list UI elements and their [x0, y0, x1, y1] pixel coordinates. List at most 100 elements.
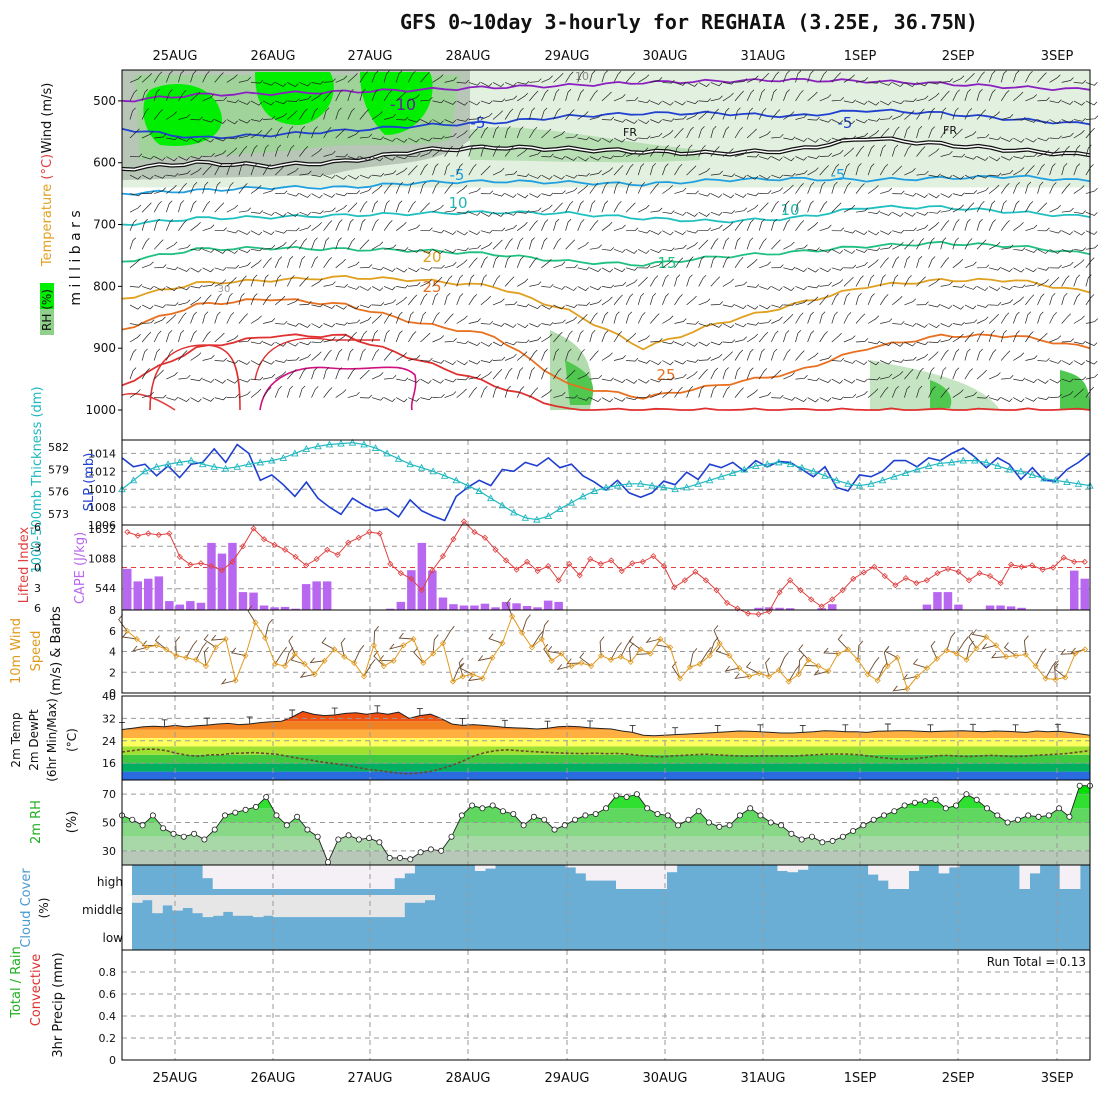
wind-barb [1012, 200, 1020, 213]
wind-barb [662, 293, 669, 306]
wind-barb [1073, 315, 1085, 324]
wind-barb [565, 348, 572, 361]
wind-barb [529, 127, 538, 139]
wind-barb [202, 165, 212, 176]
wind-barb [468, 274, 475, 287]
wind-barb [1085, 100, 1098, 106]
wind-barb [759, 131, 771, 139]
wind-barb [843, 264, 857, 269]
wind-barb [347, 174, 360, 180]
wind-barb [456, 163, 463, 176]
wind-barb [262, 100, 275, 106]
wind-barb [1049, 276, 1060, 287]
cloud-high-cell [353, 865, 365, 889]
wind-barb [456, 376, 469, 381]
wind-barb [1025, 165, 1035, 176]
wind-barb [226, 276, 237, 287]
cape-bar [217, 553, 227, 610]
cape-bar [407, 570, 416, 610]
wind-barb [505, 301, 518, 306]
wind-barb [879, 274, 886, 287]
isotherm-line [121, 392, 176, 411]
wind-barb [214, 293, 222, 306]
wind-barb [1013, 284, 1026, 289]
thickness-marker [913, 465, 921, 473]
wind-barb [601, 330, 609, 343]
wind-speed-marker [983, 633, 990, 641]
wind-barb [819, 152, 832, 157]
li-marker [460, 518, 468, 525]
wind-barb [989, 266, 1002, 271]
cloud-high-cell [878, 865, 889, 881]
wind-barb [1061, 132, 1074, 139]
wind-barb [650, 145, 659, 157]
wind-barb [988, 89, 996, 102]
wind-speed-marker [785, 678, 792, 685]
thickness-marker [498, 501, 507, 509]
wind-barb [868, 79, 881, 84]
wind-barb [940, 150, 953, 157]
rh-marker [891, 808, 898, 815]
wind-barb [1025, 355, 1038, 361]
cloud-high-cell [394, 865, 405, 879]
wind-barb [601, 284, 615, 289]
wind-barb [613, 294, 623, 306]
wind-barb [1013, 296, 1024, 306]
wind-barb [178, 267, 190, 272]
wind-speed-marker [1062, 674, 1069, 681]
tick-label-wind: 0 [109, 687, 116, 700]
wind-barb [722, 126, 730, 139]
wind-barb [758, 348, 765, 361]
wind-barb [674, 274, 681, 287]
wind-barb [1037, 279, 1049, 287]
wind-barb [565, 88, 572, 101]
wind-barb [1049, 335, 1062, 343]
cloud-high-cell [1069, 865, 1081, 889]
wind-barb [214, 267, 227, 271]
wind-barb [226, 312, 235, 324]
wind-barb [1073, 163, 1081, 176]
wind-barb [904, 275, 912, 287]
wind-barb [855, 248, 868, 253]
wind-barb [964, 304, 977, 310]
wind-barb [154, 174, 166, 179]
wind-speed-marker [1042, 675, 1049, 682]
wind-barb [335, 258, 346, 269]
wind-barb [734, 387, 744, 398]
wind-barb-10m [991, 652, 1007, 659]
wind-barb [976, 109, 987, 120]
cloud-mid-cell [132, 895, 143, 903]
rh-marker [633, 791, 640, 798]
wind-barb [347, 348, 354, 361]
contour-label: 10 [575, 70, 589, 83]
wind-barb [771, 174, 784, 179]
tick-label-cape: 544 [95, 582, 116, 595]
wind-barb [214, 96, 227, 102]
wind-barb [1073, 100, 1085, 106]
wind-barb [916, 323, 928, 328]
contour-label: -10 [390, 95, 416, 114]
wind-barb [1049, 293, 1056, 306]
wind-barb [722, 210, 736, 214]
wind-barb [674, 100, 686, 106]
wind-barb [952, 284, 965, 288]
wind-barb [456, 247, 469, 252]
wind-barb [142, 319, 155, 324]
wind-barb [722, 148, 734, 157]
cloud-high-cell [222, 865, 234, 889]
wind-barb [202, 224, 215, 232]
wind-barb [335, 89, 343, 102]
wind-barb [456, 315, 468, 324]
wind-barb-10m [798, 655, 804, 675]
wind-barb [226, 360, 239, 364]
wind-barb [565, 201, 574, 213]
wind-barb [613, 181, 620, 194]
wind-barb [710, 276, 721, 287]
wind-barb [795, 70, 802, 83]
run-total-label: Run Total = 0.13 [987, 955, 1086, 969]
wind-barb [250, 79, 264, 84]
wind-barb [710, 146, 720, 157]
temp-band [122, 711, 1090, 713]
wind-barb [142, 391, 154, 398]
wind-barb [275, 112, 287, 120]
